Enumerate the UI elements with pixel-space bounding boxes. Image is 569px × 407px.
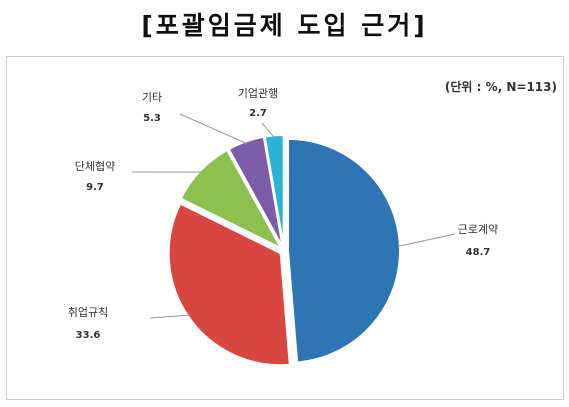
slice-label-2: 취업규칙 [68,306,108,319]
slice-value-4: 5.3 [143,113,161,124]
slice-value-5: 2.7 [249,108,267,119]
slice-value-2: 33.6 [76,330,101,341]
slice-value-3: 9.7 [86,182,104,193]
pie-slice-4 [227,135,284,248]
pie-slice-5 [263,134,285,248]
chart-title: [포괄임금제 도입 근거] [141,11,428,40]
slice-label-3: 단체협약 [75,159,115,173]
slice-label-1: 근로계약 [458,222,498,236]
leader-line-4 [179,113,247,144]
pie-slice-1 [286,137,401,364]
leader-line-5 [261,122,275,138]
slice-label-4: 기타 [142,91,162,104]
leader-line-1 [397,233,456,247]
unit-note: (단위 : %, N=113) [444,80,557,94]
slice-label-5: 기업관행 [238,87,278,100]
pie-slice-3 [179,148,284,251]
leader-line-2 [149,314,190,319]
pie-slice-2 [167,202,291,367]
slice-value-1: 48.7 [466,247,491,258]
